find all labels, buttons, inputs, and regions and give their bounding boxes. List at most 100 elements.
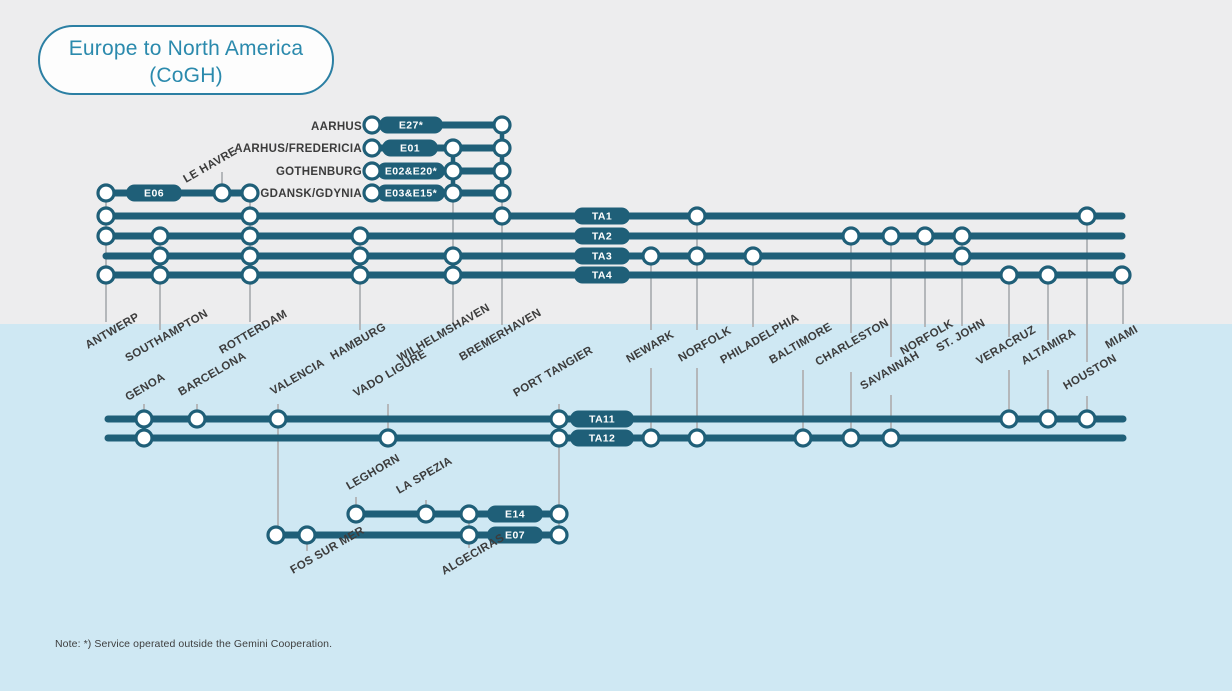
- port-node-ta11: [999, 409, 1019, 429]
- port-node-e07: [549, 525, 569, 545]
- port-node-ta4: [443, 265, 463, 285]
- port-label-gdansk-gdynia: GDANSK/GDYNIA: [260, 188, 362, 200]
- port-node-e01: [362, 138, 382, 158]
- port-node-ta1: [492, 206, 512, 226]
- port-node-ta3: [641, 246, 661, 266]
- port-node-ta4: [150, 265, 170, 285]
- port-node-e06: [240, 183, 260, 203]
- route-badge-label-e27: E27*: [399, 120, 424, 132]
- route-badge-ta1: [574, 207, 630, 225]
- title-line-1: Europe to North America: [68, 37, 304, 60]
- route-badge-label-e07: E07: [505, 530, 525, 542]
- port-node-e03-e15: [443, 183, 463, 203]
- route-badge-ta2: [574, 227, 630, 245]
- route-badge-label-ta3: TA3: [592, 251, 612, 263]
- title-line-2: (CoGH): [149, 64, 223, 87]
- port-node-ta12: [793, 428, 813, 448]
- port-node-ta2: [915, 226, 935, 246]
- route-badge-label-ta1: TA1: [592, 211, 612, 223]
- port-node-e02-e20: [362, 161, 382, 181]
- port-label-aarhus: AARHUS: [311, 121, 362, 133]
- route-badge-e02-e20: [377, 162, 445, 180]
- port-node-ta1: [96, 206, 116, 226]
- port-node-ta1: [687, 206, 707, 226]
- port-node-ta2: [841, 226, 861, 246]
- port-node-e27: [362, 115, 382, 135]
- port-node-ta3: [240, 246, 260, 266]
- route-badge-label-e03-e15: E03&E15*: [385, 188, 438, 200]
- port-node-e07: [297, 525, 317, 545]
- route-badge-e14: [487, 505, 543, 523]
- port-node-ta4: [1112, 265, 1132, 285]
- route-badge-e07: [487, 526, 543, 544]
- port-node-ta11: [268, 409, 288, 429]
- port-node-ta4: [999, 265, 1019, 285]
- port-node-e03-e15: [492, 183, 512, 203]
- footnote: Note: *) Service operated outside the Ge…: [55, 638, 333, 650]
- port-node-e27: [492, 115, 512, 135]
- port-label-aarhus-fredericia: AARHUS/FREDERICIA: [234, 143, 362, 155]
- sea-background: [0, 324, 1232, 691]
- route-badge-e01: [382, 139, 438, 157]
- route-badge-e27: [379, 116, 443, 134]
- port-node-e06: [96, 183, 116, 203]
- port-node-ta3: [687, 246, 707, 266]
- port-node-e07: [459, 525, 479, 545]
- route-badge-label-ta4: TA4: [592, 270, 612, 282]
- port-node-ta4: [96, 265, 116, 285]
- port-node-e14: [549, 504, 569, 524]
- port-node-ta11: [187, 409, 207, 429]
- route-badge-ta11: [570, 410, 634, 428]
- port-node-ta1: [240, 206, 260, 226]
- port-node-ta11: [1077, 409, 1097, 429]
- port-node-ta3: [443, 246, 463, 266]
- route-badge-label-e01: E01: [400, 143, 420, 155]
- route-badge-label-e02-e20: E02&E20*: [385, 166, 438, 178]
- route-badge-e03-e15: [377, 184, 445, 202]
- port-node-e14: [459, 504, 479, 524]
- port-node-ta4: [240, 265, 260, 285]
- route-badge-e06: [126, 184, 182, 202]
- route-badge-label-e14: E14: [505, 509, 525, 521]
- port-node-ta2: [350, 226, 370, 246]
- port-node-ta12: [687, 428, 707, 448]
- route-badge-ta3: [574, 247, 630, 265]
- port-node-ta1: [1077, 206, 1097, 226]
- port-node-ta11: [549, 409, 569, 429]
- port-node-ta2: [240, 226, 260, 246]
- port-label-gothenburg: GOTHENBURG: [276, 166, 362, 178]
- port-node-e03-e15: [362, 183, 382, 203]
- port-node-e01: [443, 138, 463, 158]
- port-node-ta3: [150, 246, 170, 266]
- route-badge-ta12: [570, 429, 634, 447]
- port-node-ta4: [350, 265, 370, 285]
- port-node-ta12: [641, 428, 661, 448]
- port-node-ta2: [96, 226, 116, 246]
- port-node-ta12: [881, 428, 901, 448]
- port-node-e06: [212, 183, 232, 203]
- port-node-ta12: [378, 428, 398, 448]
- port-node-ta11: [134, 409, 154, 429]
- port-node-e02-e20: [443, 161, 463, 181]
- port-node-e14: [416, 504, 436, 524]
- port-node-ta12: [841, 428, 861, 448]
- route-badge-label-e06: E06: [144, 188, 164, 200]
- route-badge-label-ta2: TA2: [592, 231, 612, 243]
- port-node-e02-e20: [492, 161, 512, 181]
- port-node-ta12: [549, 428, 569, 448]
- port-node-ta4: [1038, 265, 1058, 285]
- route-badge-ta4: [574, 266, 630, 284]
- port-node-ta2: [150, 226, 170, 246]
- route-badge-label-ta11: TA11: [589, 414, 615, 426]
- port-node-e14: [346, 504, 366, 524]
- port-node-ta3: [743, 246, 763, 266]
- port-node-e01: [492, 138, 512, 158]
- title-pill: Europe to North America (CoGH): [38, 25, 334, 95]
- port-node-ta2: [952, 226, 972, 246]
- port-node-ta3: [350, 246, 370, 266]
- port-node-ta2: [881, 226, 901, 246]
- route-badge-label-ta12: TA12: [589, 433, 616, 445]
- port-node-ta12: [134, 428, 154, 448]
- port-node-e07: [266, 525, 286, 545]
